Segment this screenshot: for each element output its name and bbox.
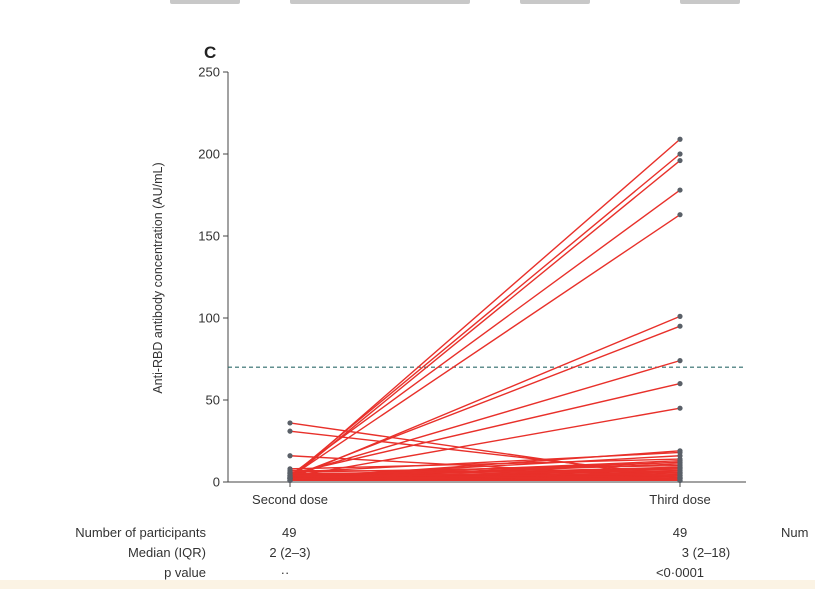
- y-axis: 0 50 100 150 200 250: [198, 65, 229, 490]
- table-second-dose-value: 2 (2–3): [269, 545, 310, 560]
- participant-line: [289, 189, 681, 477]
- point-third-dose: [677, 151, 683, 157]
- participant-line: [289, 325, 681, 478]
- point-third-dose: [677, 212, 683, 218]
- point-third-dose: [677, 313, 683, 319]
- point-third-dose: [677, 187, 683, 193]
- y-tick-label: 100: [198, 311, 220, 326]
- participant-line: [289, 138, 681, 480]
- cropped-header-fragment: [0, 0, 815, 18]
- participant-line: [289, 451, 681, 473]
- participant-line: [289, 458, 681, 470]
- participant-line: [289, 153, 681, 478]
- x-axis: Second dose Third dose: [228, 481, 746, 507]
- table-third-dose-value: 3 (2–18): [682, 545, 730, 560]
- point-second-dose: [287, 477, 293, 483]
- participant-line: [289, 160, 681, 480]
- table-second-dose-value: ··: [281, 565, 290, 580]
- participant-points: [287, 136, 683, 483]
- table-row-label: p value: [164, 565, 206, 580]
- point-second-dose: [287, 420, 293, 426]
- participant-line: [289, 471, 681, 482]
- table-row-label: Number of participants: [75, 525, 206, 540]
- participant-lines: [289, 138, 681, 482]
- point-third-dose: [677, 449, 683, 456]
- point-third-dose: [677, 157, 683, 164]
- point-third-dose: [677, 459, 683, 465]
- point-second-dose: [287, 453, 293, 459]
- point-third-dose: [677, 136, 683, 142]
- participant-line: [289, 430, 681, 477]
- table-row-label: Median (IQR): [128, 545, 206, 560]
- panel-label: C: [204, 43, 216, 62]
- y-tick-label: 0: [213, 475, 220, 490]
- participant-line: [289, 359, 681, 477]
- y-tick-label: 150: [198, 229, 220, 244]
- point-second-dose: [287, 428, 293, 434]
- y-axis-label: Anti-RBD antibody concentration (AU/mL): [151, 162, 165, 393]
- table-third-dose-value: 49: [673, 525, 687, 540]
- table-third-dose-value: <0·0001: [656, 565, 704, 580]
- table-cropped-label: Num: [781, 525, 808, 540]
- x-tick-label: Second dose: [252, 492, 328, 507]
- point-third-dose: [677, 358, 683, 364]
- point-third-dose: [677, 477, 683, 483]
- y-tick-label: 200: [198, 147, 220, 162]
- y-tick-label: 250: [198, 65, 220, 80]
- y-tick-label: 50: [206, 393, 220, 408]
- point-third-dose: [677, 381, 683, 387]
- summary-table: Number of participants 49 49 Num Median (IQR…: [75, 525, 808, 580]
- x-tick-label: Third dose: [649, 492, 710, 507]
- point-third-dose: [677, 469, 683, 475]
- point-third-dose: [677, 323, 683, 329]
- participant-line: [289, 468, 681, 480]
- participant-line: [289, 214, 681, 478]
- point-third-dose: [677, 405, 683, 411]
- table-second-dose-value: 49: [282, 525, 296, 540]
- bottom-border: [0, 580, 815, 589]
- participant-line: [289, 407, 681, 478]
